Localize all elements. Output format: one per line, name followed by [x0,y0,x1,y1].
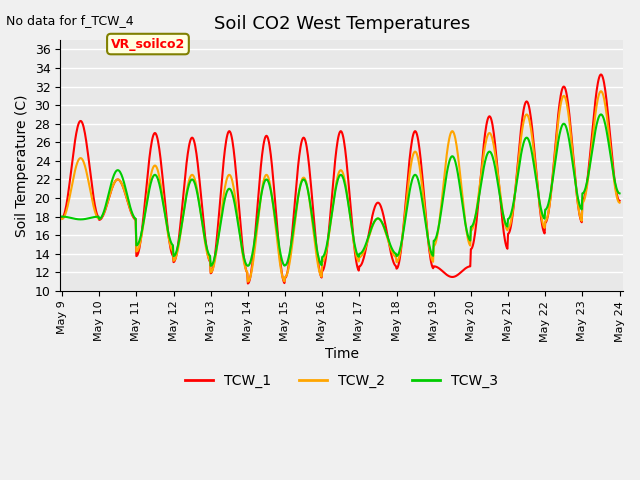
TCW_1 [157,161,165,167]
TCW_1 [131,216,139,222]
TCW_1 [477,166,485,172]
TCW_3 [429,253,437,259]
Legend: TCW_1, TCW_2, TCW_3: TCW_1, TCW_2, TCW_3 [179,368,504,393]
TCW_3 [58,214,66,219]
X-axis label: Time: Time [324,347,358,361]
TCW_3 [157,190,165,195]
TCW_3 [333,182,340,188]
TCW_1 [429,265,437,271]
Title: Soil CO2 West Temperatures: Soil CO2 West Temperatures [214,15,470,33]
TCW_3 [131,216,139,221]
TCW_2 [58,216,66,222]
Line: TCW_1: TCW_1 [62,74,620,284]
TCW_3 [616,191,623,196]
TCW_2 [597,88,605,94]
Line: TCW_3: TCW_3 [62,114,620,266]
TCW_1 [333,146,340,152]
Y-axis label: Soil Temperature (C): Soil Temperature (C) [15,94,29,237]
TCW_3 [477,179,485,184]
TCW_1 [244,281,252,287]
TCW_3 [246,261,253,266]
TCW_2 [333,179,340,185]
TCW_3 [207,263,214,269]
TCW_2 [246,276,253,282]
TCW_1 [58,215,66,220]
TCW_2 [244,279,252,285]
TCW_2 [429,259,437,264]
TCW_2 [157,184,165,190]
TCW_1 [246,277,253,283]
Text: No data for f_TCW_4: No data for f_TCW_4 [6,14,134,27]
TCW_1 [597,72,605,77]
Text: VR_soilco2: VR_soilco2 [111,37,185,50]
TCW_3 [597,111,605,117]
TCW_2 [616,200,623,205]
Line: TCW_2: TCW_2 [62,91,620,282]
TCW_2 [131,216,139,221]
TCW_1 [616,198,623,204]
TCW_2 [477,169,485,175]
